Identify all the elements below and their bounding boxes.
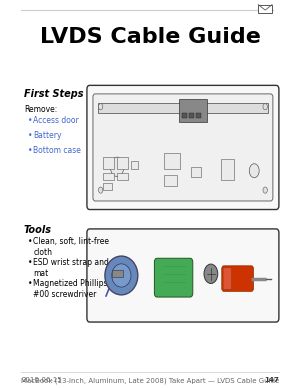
Text: •: • [28,131,32,140]
Bar [191,167,201,177]
Circle shape [263,187,267,193]
Text: •: • [28,279,32,288]
Text: 2010-06-15: 2010-06-15 [21,377,62,383]
Text: #00 screwdriver: #00 screwdriver [33,290,97,299]
Text: Tools: Tools [24,225,52,235]
Ellipse shape [105,256,138,295]
Bar [182,113,187,118]
Bar [117,173,128,180]
Circle shape [249,164,259,178]
Text: Clean, soft, lint-free: Clean, soft, lint-free [33,237,110,246]
Bar [103,183,112,190]
Circle shape [98,104,103,110]
FancyBboxPatch shape [87,85,279,210]
FancyBboxPatch shape [93,94,273,201]
Circle shape [110,157,124,177]
Bar [117,157,128,169]
FancyBboxPatch shape [222,266,253,291]
FancyBboxPatch shape [258,5,272,13]
Bar [196,113,201,118]
Text: •: • [28,237,32,246]
Circle shape [204,264,218,284]
Text: LVDS Cable Guide: LVDS Cable Guide [40,27,260,47]
Bar [189,113,194,118]
Text: ESD wrist strap and: ESD wrist strap and [33,258,109,267]
Text: Battery: Battery [33,131,62,140]
Text: First Steps: First Steps [24,89,83,99]
Text: •: • [28,258,32,267]
Bar [103,157,114,169]
Bar [98,103,268,113]
Text: 147: 147 [264,377,279,383]
Text: MacBook (13-inch, Aluminum, Late 2008) Take Apart — LVDS Cable Guide: MacBook (13-inch, Aluminum, Late 2008) T… [21,377,279,384]
Ellipse shape [112,264,131,287]
FancyBboxPatch shape [154,258,193,297]
Bar [164,153,180,169]
Text: Remove:: Remove: [24,105,57,114]
Circle shape [263,104,267,110]
Bar [221,159,234,180]
Circle shape [98,187,103,193]
Text: •: • [28,146,32,155]
Text: Magnetized Phillips: Magnetized Phillips [33,279,108,288]
FancyBboxPatch shape [223,268,232,289]
Text: Access door: Access door [33,116,79,125]
Text: •: • [28,116,32,125]
Text: mat: mat [33,269,49,278]
Text: Bottom case: Bottom case [33,146,81,155]
Bar [112,270,123,277]
Bar [164,175,177,186]
Text: cloth: cloth [33,248,52,256]
Bar [131,161,138,169]
Bar [179,99,207,122]
Bar [103,173,114,180]
FancyBboxPatch shape [87,229,279,322]
